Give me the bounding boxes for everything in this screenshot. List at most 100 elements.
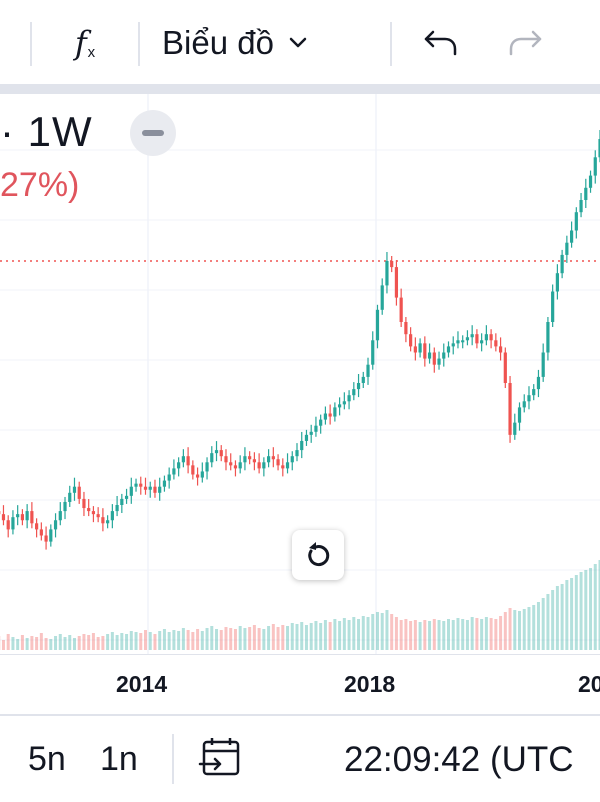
undo-button[interactable] (416, 18, 466, 68)
candle-body (570, 231, 573, 243)
candle-body (542, 353, 545, 377)
candle-body (575, 212, 578, 230)
collapse-legend-button[interactable] (130, 110, 176, 156)
redo-button[interactable] (500, 18, 550, 68)
volume-bar (456, 618, 459, 650)
candle-body (168, 475, 171, 481)
time-axis-label: 2018 (344, 671, 395, 698)
volume-bar (565, 580, 568, 650)
candle-body (518, 407, 521, 422)
volume-bar (215, 629, 218, 650)
volume-bar (409, 621, 412, 650)
candle-body (343, 401, 346, 404)
volume-bar (300, 622, 303, 650)
volume-bar (73, 638, 76, 650)
time-axis[interactable]: 2014 2018 20 (0, 654, 600, 715)
candle-body (16, 514, 19, 517)
range-1y-button[interactable]: 1n (100, 740, 138, 779)
candle-body (201, 471, 204, 477)
candle-body (224, 456, 227, 462)
candle-body (262, 462, 265, 468)
candle-body (461, 340, 464, 342)
candle-body (182, 456, 185, 462)
candle-body (594, 157, 597, 175)
volume-bar (490, 618, 493, 650)
reset-chart-button[interactable] (292, 530, 344, 580)
candle-body (537, 377, 540, 389)
candle-body (267, 456, 270, 462)
volume-bar (172, 630, 175, 650)
volume-bar (135, 632, 138, 650)
chart-type-dropdown[interactable]: Biểu đồ (162, 18, 362, 68)
bottom-separator (172, 734, 174, 784)
candle-body (229, 462, 232, 465)
volume-bar (30, 636, 33, 650)
volume-bar (475, 618, 478, 650)
candle-body (347, 395, 350, 401)
candle-body (59, 511, 62, 520)
volume-bar (343, 618, 346, 650)
volume-bar (291, 623, 294, 650)
volume-bar (338, 621, 341, 650)
volume-bar (87, 635, 90, 650)
volume-bar (120, 633, 123, 650)
toolbar-separator (30, 22, 32, 66)
candle-body (234, 465, 237, 468)
volume-bar (390, 614, 393, 650)
volume-bar (499, 616, 502, 650)
volume-bar (35, 637, 38, 650)
candle-body (134, 484, 137, 487)
candle-body (523, 401, 526, 407)
volume-bar (101, 636, 104, 650)
candle-body (30, 511, 33, 523)
candle-body (149, 487, 152, 490)
candle-body (243, 456, 246, 462)
candle-body (97, 514, 100, 517)
volume-bar (210, 626, 213, 650)
candle-body (456, 340, 459, 343)
candle-body (508, 383, 511, 435)
candle-body (485, 334, 488, 340)
volume-bar (224, 627, 227, 650)
candle-body (490, 334, 493, 340)
volume-bar (385, 610, 388, 650)
volume-bar (106, 634, 109, 650)
candle-body (144, 487, 147, 490)
volume-bar (196, 629, 199, 650)
volume-bar (580, 572, 583, 650)
toolbar-separator (138, 22, 140, 66)
candle-body (281, 465, 284, 468)
candle-body (300, 441, 303, 450)
volume-bar (286, 626, 289, 650)
volume-bar (11, 637, 14, 650)
go-to-date-button[interactable] (198, 734, 248, 786)
volume-bar (305, 625, 308, 650)
symbol-interval-label: · 1W (0, 108, 93, 156)
volume-bar (239, 626, 242, 650)
volume-bar (376, 612, 379, 650)
volume-bar (248, 627, 251, 650)
volume-bar (258, 628, 261, 650)
volume-bar (504, 612, 507, 650)
candle-body (381, 285, 384, 309)
candle-body (73, 487, 76, 493)
candle-body (428, 353, 431, 359)
volume-bar (324, 620, 327, 650)
candle-body (414, 346, 417, 352)
candle-body (125, 496, 128, 499)
volume-bar (348, 620, 351, 650)
volume-bar (428, 621, 431, 650)
candle-body (499, 346, 502, 352)
candle-body (139, 484, 142, 487)
volume-bar (584, 570, 587, 650)
volume-bar (111, 632, 114, 650)
candle-body (305, 435, 308, 441)
candle-body (314, 426, 317, 432)
volume-bar (54, 636, 57, 650)
candle-body (475, 334, 478, 343)
candle-body (423, 343, 426, 358)
candle-body (44, 536, 47, 542)
candle-body (239, 462, 242, 468)
range-5y-button[interactable]: 5n (28, 740, 66, 779)
